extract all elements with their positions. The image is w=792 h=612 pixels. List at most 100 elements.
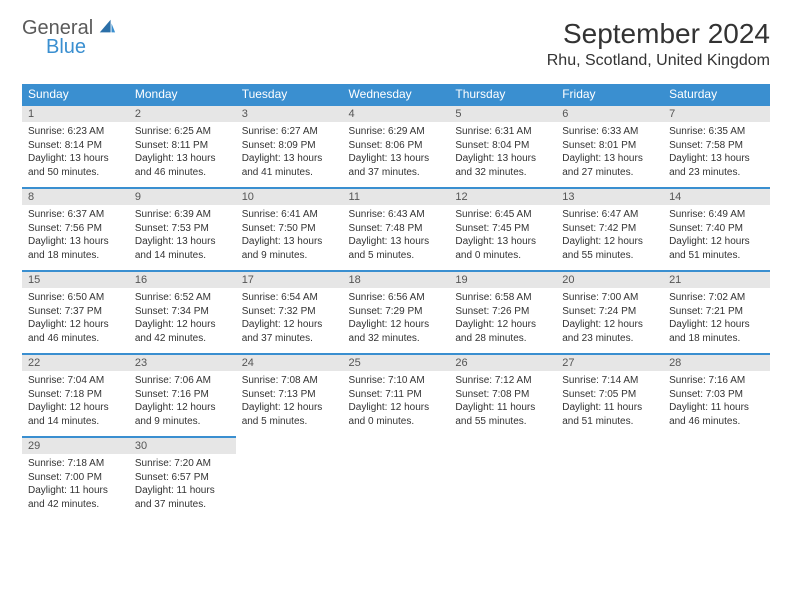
- day-data-cell: Sunrise: 7:10 AMSunset: 7:11 PMDaylight:…: [343, 371, 450, 437]
- sunset-text: Sunset: 7:40 PM: [669, 222, 764, 236]
- sunrise-text: Sunrise: 7:00 AM: [562, 291, 657, 305]
- sunset-text: Sunset: 8:01 PM: [562, 139, 657, 153]
- weekday-header-row: Sunday Monday Tuesday Wednesday Thursday…: [22, 84, 770, 105]
- sunset-text: Sunset: 7:56 PM: [28, 222, 123, 236]
- sunset-text: Sunset: 7:45 PM: [455, 222, 550, 236]
- day-number-cell: [556, 437, 663, 454]
- sunset-text: Sunset: 7:48 PM: [349, 222, 444, 236]
- daylight-text: Daylight: 13 hours and 27 minutes.: [562, 152, 657, 179]
- daylight-text: Daylight: 13 hours and 5 minutes.: [349, 235, 444, 262]
- daylight-text: Daylight: 12 hours and 23 minutes.: [562, 318, 657, 345]
- day-number-cell: 2: [129, 105, 236, 122]
- day-number-cell: 19: [449, 271, 556, 288]
- sunrise-text: Sunrise: 6:31 AM: [455, 125, 550, 139]
- day-number-cell: 16: [129, 271, 236, 288]
- day-number-cell: 9: [129, 188, 236, 205]
- header: General Blue September 2024 Rhu, Scotlan…: [22, 18, 770, 70]
- daylight-text: Daylight: 12 hours and 0 minutes.: [349, 401, 444, 428]
- sunrise-text: Sunrise: 7:20 AM: [135, 457, 230, 471]
- sunset-text: Sunset: 7:24 PM: [562, 305, 657, 319]
- day-data-cell: Sunrise: 6:56 AMSunset: 7:29 PMDaylight:…: [343, 288, 450, 354]
- day-data-cell: Sunrise: 7:18 AMSunset: 7:00 PMDaylight:…: [22, 454, 129, 519]
- sunset-text: Sunset: 7:08 PM: [455, 388, 550, 402]
- sunrise-text: Sunrise: 7:16 AM: [669, 374, 764, 388]
- day-data-row: Sunrise: 6:37 AMSunset: 7:56 PMDaylight:…: [22, 205, 770, 271]
- sunset-text: Sunset: 7:16 PM: [135, 388, 230, 402]
- day-number-cell: 5: [449, 105, 556, 122]
- daylight-text: Daylight: 12 hours and 46 minutes.: [28, 318, 123, 345]
- day-number-row: 15161718192021: [22, 271, 770, 288]
- daylight-text: Daylight: 13 hours and 18 minutes.: [28, 235, 123, 262]
- day-number-row: 2930: [22, 437, 770, 454]
- day-number-cell: 13: [556, 188, 663, 205]
- day-number-cell: 14: [663, 188, 770, 205]
- day-number-cell: 30: [129, 437, 236, 454]
- day-number-cell: 18: [343, 271, 450, 288]
- sunset-text: Sunset: 7:34 PM: [135, 305, 230, 319]
- day-data-cell: Sunrise: 6:33 AMSunset: 8:01 PMDaylight:…: [556, 122, 663, 188]
- daylight-text: Daylight: 12 hours and 42 minutes.: [135, 318, 230, 345]
- daylight-text: Daylight: 13 hours and 14 minutes.: [135, 235, 230, 262]
- logo-text-2: Blue: [46, 37, 116, 57]
- sunrise-text: Sunrise: 7:04 AM: [28, 374, 123, 388]
- sunset-text: Sunset: 7:53 PM: [135, 222, 230, 236]
- day-data-cell: Sunrise: 6:41 AMSunset: 7:50 PMDaylight:…: [236, 205, 343, 271]
- daylight-text: Daylight: 12 hours and 28 minutes.: [455, 318, 550, 345]
- day-number-row: 22232425262728: [22, 354, 770, 371]
- sunset-text: Sunset: 7:05 PM: [562, 388, 657, 402]
- location: Rhu, Scotland, United Kingdom: [547, 52, 770, 70]
- day-data-cell: Sunrise: 7:08 AMSunset: 7:13 PMDaylight:…: [236, 371, 343, 437]
- daylight-text: Daylight: 11 hours and 55 minutes.: [455, 401, 550, 428]
- day-number-cell: 21: [663, 271, 770, 288]
- day-data-cell: Sunrise: 6:31 AMSunset: 8:04 PMDaylight:…: [449, 122, 556, 188]
- day-number-cell: 20: [556, 271, 663, 288]
- daylight-text: Daylight: 12 hours and 14 minutes.: [28, 401, 123, 428]
- sunrise-text: Sunrise: 6:35 AM: [669, 125, 764, 139]
- day-number-cell: 26: [449, 354, 556, 371]
- sunrise-text: Sunrise: 7:18 AM: [28, 457, 123, 471]
- sunrise-text: Sunrise: 7:10 AM: [349, 374, 444, 388]
- day-number-cell: 25: [343, 354, 450, 371]
- day-number-cell: 12: [449, 188, 556, 205]
- daylight-text: Daylight: 13 hours and 37 minutes.: [349, 152, 444, 179]
- sunset-text: Sunset: 7:13 PM: [242, 388, 337, 402]
- weekday-header: Saturday: [663, 84, 770, 105]
- daylight-text: Daylight: 13 hours and 41 minutes.: [242, 152, 337, 179]
- sunset-text: Sunset: 7:00 PM: [28, 471, 123, 485]
- day-data-cell: [556, 454, 663, 519]
- day-data-cell: Sunrise: 6:45 AMSunset: 7:45 PMDaylight:…: [449, 205, 556, 271]
- sunrise-text: Sunrise: 6:54 AM: [242, 291, 337, 305]
- sunset-text: Sunset: 7:21 PM: [669, 305, 764, 319]
- day-number-cell: 17: [236, 271, 343, 288]
- weekday-header: Wednesday: [343, 84, 450, 105]
- daylight-text: Daylight: 12 hours and 18 minutes.: [669, 318, 764, 345]
- day-data-cell: Sunrise: 6:54 AMSunset: 7:32 PMDaylight:…: [236, 288, 343, 354]
- day-data-cell: Sunrise: 7:04 AMSunset: 7:18 PMDaylight:…: [22, 371, 129, 437]
- day-data-cell: Sunrise: 7:16 AMSunset: 7:03 PMDaylight:…: [663, 371, 770, 437]
- day-data-cell: Sunrise: 6:58 AMSunset: 7:26 PMDaylight:…: [449, 288, 556, 354]
- daylight-text: Daylight: 13 hours and 32 minutes.: [455, 152, 550, 179]
- sunrise-text: Sunrise: 7:06 AM: [135, 374, 230, 388]
- sunset-text: Sunset: 8:11 PM: [135, 139, 230, 153]
- day-number-cell: [236, 437, 343, 454]
- title-block: September 2024 Rhu, Scotland, United Kin…: [547, 18, 770, 70]
- weekday-header: Thursday: [449, 84, 556, 105]
- day-data-cell: Sunrise: 6:39 AMSunset: 7:53 PMDaylight:…: [129, 205, 236, 271]
- day-number-cell: [663, 437, 770, 454]
- day-data-cell: [236, 454, 343, 519]
- day-data-cell: [343, 454, 450, 519]
- day-number-row: 891011121314: [22, 188, 770, 205]
- day-number-cell: 7: [663, 105, 770, 122]
- sunset-text: Sunset: 7:37 PM: [28, 305, 123, 319]
- day-data-cell: Sunrise: 6:47 AMSunset: 7:42 PMDaylight:…: [556, 205, 663, 271]
- day-data-cell: Sunrise: 7:00 AMSunset: 7:24 PMDaylight:…: [556, 288, 663, 354]
- day-data-cell: Sunrise: 7:14 AMSunset: 7:05 PMDaylight:…: [556, 371, 663, 437]
- day-number-cell: 8: [22, 188, 129, 205]
- day-number-cell: [449, 437, 556, 454]
- day-number-cell: 23: [129, 354, 236, 371]
- sunset-text: Sunset: 8:06 PM: [349, 139, 444, 153]
- day-number-cell: 1: [22, 105, 129, 122]
- daylight-text: Daylight: 13 hours and 0 minutes.: [455, 235, 550, 262]
- day-data-row: Sunrise: 7:04 AMSunset: 7:18 PMDaylight:…: [22, 371, 770, 437]
- day-data-cell: Sunrise: 6:43 AMSunset: 7:48 PMDaylight:…: [343, 205, 450, 271]
